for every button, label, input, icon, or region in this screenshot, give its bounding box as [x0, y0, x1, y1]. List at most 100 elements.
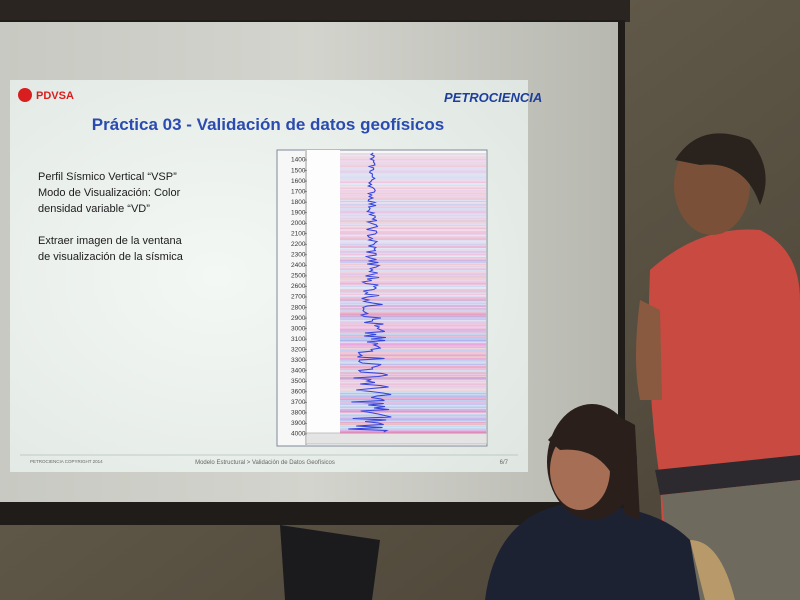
- presenter: [636, 133, 800, 600]
- stripe: [340, 234, 486, 237]
- stripe: [340, 241, 486, 243]
- screen-top: [0, 0, 630, 22]
- stripe: [340, 229, 486, 232]
- stripe: [340, 263, 486, 266]
- stripe: [340, 401, 486, 403]
- text-line: de visualización de la sísmica: [38, 251, 184, 263]
- stripe: [340, 258, 486, 261]
- stripe: [340, 362, 486, 365]
- stripe: [340, 207, 486, 210]
- stripe: [340, 423, 486, 425]
- stripe: [340, 407, 486, 410]
- text-line: densidad variable “VD”: [38, 203, 150, 215]
- stripe: [340, 343, 486, 346]
- slide-title: Práctica 03 - Validación de datos geofís…: [92, 115, 444, 134]
- stripe: [340, 265, 486, 267]
- stripe: [340, 233, 486, 235]
- stripe: [340, 194, 486, 197]
- depth-label: 1600: [291, 178, 306, 185]
- footer-copyright: PETROCIENCIA COPYRIGHT 2014: [30, 459, 103, 464]
- stripe: [340, 281, 486, 283]
- stripe: [340, 405, 486, 409]
- stripe: [340, 218, 486, 221]
- stripe: [340, 359, 486, 362]
- stripe: [340, 289, 486, 291]
- stripe: [340, 205, 486, 209]
- stripe: [340, 165, 486, 168]
- stripe: [340, 397, 486, 401]
- woman-hair-top: [548, 413, 640, 520]
- depth-label: 3600: [291, 389, 306, 396]
- stripe: [340, 284, 486, 286]
- stripe: [340, 425, 486, 428]
- scrollbar: [305, 432, 488, 445]
- stripe: [340, 391, 486, 394]
- stripe: [340, 409, 486, 411]
- stripe: [340, 404, 486, 406]
- depth-label: 2100: [291, 230, 306, 237]
- presenter-belt: [655, 455, 800, 495]
- seismic-trace: [348, 152, 392, 433]
- stripe: [340, 386, 486, 389]
- stripe: [340, 337, 486, 340]
- stripe: [340, 316, 486, 319]
- stripe: [340, 268, 486, 271]
- stripe: [340, 164, 486, 167]
- stripe: [340, 412, 486, 414]
- presenter-hair: [675, 133, 766, 205]
- stripe: [340, 266, 486, 269]
- stripe: [340, 252, 486, 254]
- stripe: [340, 242, 486, 245]
- depth-label: 2200: [291, 241, 306, 248]
- presenter-trousers: [662, 480, 800, 600]
- stripe: [340, 167, 486, 170]
- stripe: [340, 201, 486, 203]
- stripe: [340, 293, 486, 296]
- stripe: [340, 212, 486, 214]
- laptop: [280, 525, 380, 600]
- footer-breadcrumb: Modelo Estructural > Validación de Datos…: [195, 460, 335, 466]
- stripe: [340, 209, 486, 212]
- stripe: [340, 383, 486, 385]
- stripe: [340, 175, 486, 178]
- depth-label: 2600: [291, 283, 306, 290]
- stripe: [340, 301, 486, 304]
- stripe: [340, 393, 486, 395]
- stripe: [340, 361, 486, 363]
- text-line: Modo de Visualización: Color: [38, 187, 181, 199]
- stripe: [340, 231, 486, 234]
- chair: [690, 540, 735, 600]
- stripe: [340, 321, 486, 323]
- stripe: [340, 332, 486, 335]
- stripe: [340, 157, 486, 160]
- stripe: [340, 311, 486, 314]
- stripe: [340, 313, 486, 316]
- stripe: [340, 348, 486, 350]
- stripe: [340, 226, 486, 229]
- depth-label: 2800: [291, 304, 306, 311]
- stripe: [340, 308, 486, 311]
- stripe: [340, 274, 486, 277]
- trace-margin: [305, 150, 340, 432]
- stripe: [340, 303, 486, 305]
- stripe: [340, 244, 486, 246]
- stripe: [340, 298, 486, 301]
- depth-label: 3300: [291, 357, 306, 364]
- stripe: [340, 329, 486, 331]
- depth-label: 3100: [291, 336, 306, 343]
- stripe: [340, 225, 486, 227]
- stripe: [340, 429, 486, 432]
- stripe: [340, 292, 486, 294]
- depth-label: 1900: [291, 209, 306, 216]
- stripe: [340, 213, 486, 216]
- woman-body: [485, 504, 700, 600]
- stripe: [340, 202, 486, 205]
- stripe: [340, 170, 486, 173]
- stripe: [340, 415, 486, 417]
- stripe: [340, 177, 486, 179]
- stripe: [340, 215, 486, 217]
- stripe: [340, 199, 486, 202]
- stripe: [340, 369, 486, 371]
- stripe: [340, 306, 486, 309]
